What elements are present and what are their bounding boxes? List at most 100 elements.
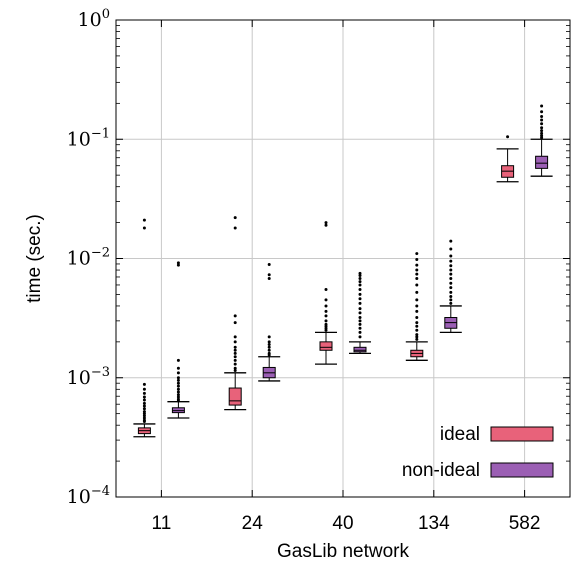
outlier-point: [358, 283, 362, 287]
y-tick-base: 10: [67, 128, 91, 150]
outlier-point: [449, 272, 453, 276]
outlier-point: [358, 292, 362, 296]
outlier-point: [233, 362, 237, 366]
outlier-point: [415, 335, 419, 339]
y-tick-label: 10−2: [67, 246, 110, 270]
outlier-point: [233, 345, 237, 349]
outlier-point: [267, 335, 271, 339]
outlier-point: [415, 337, 419, 341]
outlier-point: [415, 316, 419, 320]
y-tick-exponent: −3: [91, 365, 110, 380]
outlier-point: [449, 298, 453, 302]
outlier-point: [233, 226, 237, 230]
outlier-point: [540, 126, 544, 130]
outlier-point: [176, 395, 180, 399]
box-ideal-582: [496, 135, 519, 183]
outlier-point: [176, 387, 180, 391]
x-tick-label: 11: [152, 513, 172, 534]
outlier-point: [449, 268, 453, 272]
x-tick-label: 582: [509, 513, 541, 534]
outlier-point: [324, 304, 328, 308]
outlier-point: [358, 326, 362, 330]
y-tick-base: 10: [78, 9, 102, 31]
outlier-point: [233, 348, 237, 352]
outlier-point: [449, 264, 453, 268]
outlier-point: [142, 407, 146, 411]
outlier-point: [449, 290, 453, 294]
box-series: [133, 104, 553, 438]
outlier-point: [415, 272, 419, 276]
box-non-ideal-24: [258, 263, 281, 382]
outlier-point: [142, 419, 146, 423]
outlier-point: [449, 254, 453, 258]
legend-swatch-ideal: [490, 426, 554, 442]
outlier-point: [142, 226, 146, 230]
outlier-point: [324, 314, 328, 318]
outlier-point: [176, 390, 180, 394]
y-tick-exponent: −2: [91, 246, 110, 261]
outlier-point: [358, 271, 362, 275]
outlier-point: [415, 252, 419, 256]
legend: ideal non-ideal: [402, 424, 554, 481]
outlier-point: [449, 239, 453, 243]
box-iqr: [319, 341, 333, 351]
y-tick-exponent: 0: [102, 7, 110, 22]
outlier-point: [142, 398, 146, 402]
outlier-point: [267, 353, 271, 357]
y-tick-exponent: −4: [91, 484, 110, 499]
outlier-point: [506, 135, 510, 139]
legend-label-ideal: ideal: [440, 424, 480, 445]
outlier-point: [176, 393, 180, 397]
outlier-point: [358, 301, 362, 305]
box-ideal-40: [315, 221, 337, 365]
outlier-point: [415, 283, 419, 287]
outlier-point: [176, 263, 180, 267]
outlier-point: [415, 321, 419, 325]
outlier-point: [449, 281, 453, 285]
outlier-point: [233, 369, 237, 373]
y-tick-label: 10−1: [67, 126, 110, 150]
outlier-point: [324, 221, 328, 225]
outlier-point: [358, 322, 362, 326]
y-tick-exponent: −1: [91, 126, 110, 141]
box-non-ideal-134: [439, 239, 462, 334]
outlier-point: [142, 395, 146, 399]
outlier-point: [540, 129, 544, 133]
y-tick-label: 100: [78, 7, 110, 31]
outlier-point: [233, 366, 237, 370]
outlier-point: [415, 324, 419, 328]
outlier-point: [540, 104, 544, 108]
outlier-point: [267, 276, 271, 280]
outlier-point: [415, 268, 419, 272]
outlier-point: [324, 287, 328, 291]
outlier-point: [415, 304, 419, 308]
outlier-point: [176, 261, 180, 265]
outlier-point: [540, 122, 544, 126]
outlier-point: [142, 414, 146, 418]
outlier-point: [358, 274, 362, 278]
outlier-point: [233, 355, 237, 359]
outlier-point: [233, 340, 237, 344]
box-iqr: [535, 155, 549, 169]
outlier-point: [415, 333, 419, 337]
outlier-point: [358, 311, 362, 315]
outlier-point: [415, 258, 419, 262]
outlier-point: [233, 358, 237, 362]
outlier-point: [176, 378, 180, 382]
outlier-point: [449, 286, 453, 290]
outlier-point: [142, 391, 146, 395]
outlier-point: [540, 136, 544, 140]
x-tick-label: 40: [332, 513, 353, 534]
outlier-point: [449, 295, 453, 299]
outlier-point: [324, 328, 328, 332]
x-tick-label: 134: [418, 513, 450, 534]
box-non-ideal-40: [349, 271, 371, 355]
outlier-point: [540, 118, 544, 122]
outlier-point: [449, 276, 453, 280]
outlier-point: [267, 348, 271, 352]
outlier-point: [233, 351, 237, 355]
outlier-point: [415, 276, 419, 280]
outlier-point: [267, 343, 271, 347]
outlier-point: [176, 358, 180, 362]
